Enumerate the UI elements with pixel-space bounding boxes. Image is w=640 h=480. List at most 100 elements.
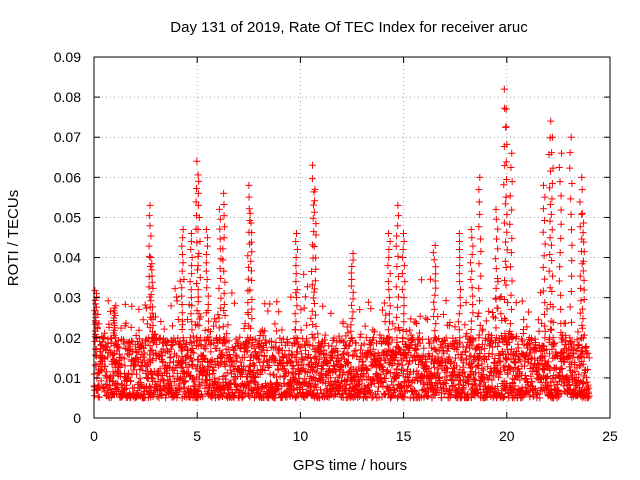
data-point — [297, 326, 305, 334]
data-point — [468, 250, 476, 258]
data-point — [231, 389, 239, 397]
data-point — [508, 178, 516, 186]
data-point — [400, 229, 408, 237]
data-point — [442, 380, 450, 388]
data-point — [322, 350, 330, 358]
data-point — [309, 161, 317, 169]
data-point — [536, 375, 544, 383]
data-point — [385, 334, 393, 342]
data-point — [530, 385, 538, 393]
data-point — [267, 337, 275, 345]
data-point — [555, 163, 563, 171]
data-point — [454, 318, 462, 326]
data-point — [509, 367, 517, 375]
data-point — [558, 364, 566, 372]
data-point — [226, 351, 234, 359]
data-point — [541, 299, 549, 307]
data-point — [467, 334, 475, 342]
data-point — [575, 362, 583, 370]
data-point — [170, 378, 178, 386]
data-point — [345, 359, 353, 367]
data-point — [549, 164, 557, 172]
data-point — [141, 301, 149, 309]
data-point — [566, 164, 574, 172]
data-point — [490, 358, 498, 366]
data-point — [197, 313, 205, 321]
data-point — [328, 342, 336, 350]
data-point — [504, 370, 512, 378]
data-point — [570, 341, 578, 349]
y-tick-label: 0.06 — [54, 169, 81, 185]
data-point — [547, 241, 555, 249]
data-point — [575, 370, 583, 378]
data-point — [349, 295, 357, 303]
data-point — [252, 373, 260, 381]
data-point — [219, 256, 227, 264]
data-point — [320, 346, 328, 354]
data-point — [503, 228, 511, 236]
data-point — [398, 383, 406, 391]
data-point — [578, 357, 586, 365]
data-point — [260, 353, 268, 361]
data-point — [196, 274, 204, 282]
data-point — [121, 300, 129, 308]
data-point — [292, 238, 300, 246]
data-point — [580, 296, 588, 304]
data-point — [383, 367, 391, 375]
data-point — [431, 291, 439, 299]
data-point — [502, 316, 510, 324]
data-point — [580, 286, 588, 294]
data-point — [291, 378, 299, 386]
data-point — [311, 185, 319, 193]
data-point — [214, 311, 222, 319]
data-point — [348, 263, 356, 271]
data-point — [409, 368, 417, 376]
data-point — [300, 304, 308, 312]
data-point — [134, 348, 142, 356]
data-point — [541, 193, 549, 201]
data-point — [307, 314, 315, 322]
data-point — [349, 288, 357, 296]
data-point — [153, 340, 161, 348]
data-point — [106, 307, 114, 315]
data-point — [135, 392, 143, 400]
data-point — [173, 352, 181, 360]
data-point — [443, 369, 451, 377]
data-point — [292, 270, 300, 278]
data-point — [357, 330, 365, 338]
data-point — [425, 364, 433, 372]
data-point — [554, 380, 562, 388]
data-point — [557, 206, 565, 214]
data-point — [204, 292, 212, 300]
data-point — [157, 392, 165, 400]
data-point — [501, 200, 509, 208]
data-point — [308, 175, 316, 183]
data-point — [203, 334, 211, 342]
data-point — [431, 346, 439, 354]
data-point — [580, 276, 588, 284]
data-point — [540, 252, 548, 260]
data-point — [193, 157, 201, 165]
data-point — [160, 377, 168, 385]
data-point — [225, 389, 233, 397]
data-point — [456, 262, 464, 270]
data-point — [394, 201, 402, 209]
data-point — [202, 267, 210, 275]
data-point — [576, 223, 584, 231]
data-point — [414, 370, 422, 378]
data-point — [378, 362, 386, 370]
data-point — [97, 377, 105, 385]
data-point — [136, 374, 144, 382]
data-point — [237, 358, 245, 366]
data-point — [455, 270, 463, 278]
data-point — [240, 353, 248, 361]
data-point — [117, 324, 125, 332]
data-point — [423, 316, 431, 324]
data-point — [311, 334, 319, 342]
data-point — [500, 315, 508, 323]
data-point — [497, 358, 505, 366]
data-point — [313, 389, 321, 397]
data-point — [148, 374, 156, 382]
data-point — [428, 352, 436, 360]
data-point — [436, 374, 444, 382]
